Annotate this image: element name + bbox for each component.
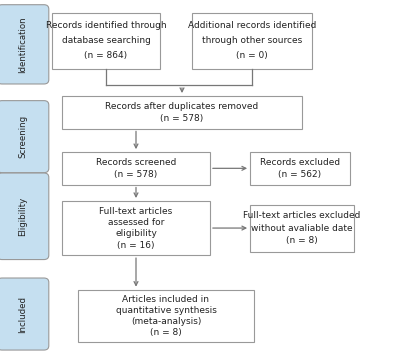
Text: database searching: database searching [62,36,150,45]
FancyBboxPatch shape [62,152,210,185]
Text: without avaliable date: without avaliable date [251,224,353,232]
Text: Full-text articles excluded: Full-text articles excluded [243,211,361,220]
FancyBboxPatch shape [250,152,350,185]
Text: Full-text articles: Full-text articles [99,207,173,216]
Text: assessed for: assessed for [108,218,164,227]
Text: (n = 0): (n = 0) [236,51,268,60]
FancyBboxPatch shape [0,5,49,84]
Text: (n = 578): (n = 578) [114,170,158,179]
Text: Records identified through: Records identified through [46,21,166,30]
Text: Included: Included [18,296,28,333]
FancyBboxPatch shape [78,290,254,342]
Text: (n = 864): (n = 864) [84,51,128,60]
Text: Records excluded: Records excluded [260,158,340,167]
FancyBboxPatch shape [0,101,49,173]
FancyBboxPatch shape [250,205,354,252]
Text: (n = 578): (n = 578) [160,114,204,123]
FancyBboxPatch shape [52,13,160,69]
FancyBboxPatch shape [62,96,302,129]
Text: (n = 16): (n = 16) [117,240,155,249]
Text: Records after duplicates removed: Records after duplicates removed [105,102,259,111]
Text: eligibility: eligibility [115,229,157,238]
Text: (n = 8): (n = 8) [150,328,182,337]
Text: through other sources: through other sources [202,36,302,45]
Text: Articles included in: Articles included in [122,295,210,304]
FancyBboxPatch shape [0,278,49,350]
Text: quantitative synthesis: quantitative synthesis [116,306,216,315]
Text: Identification: Identification [18,16,28,73]
Text: (n = 562): (n = 562) [278,170,322,179]
FancyBboxPatch shape [192,13,312,69]
Text: Records screened: Records screened [96,158,176,167]
Text: Eligibility: Eligibility [18,197,28,236]
FancyBboxPatch shape [0,173,49,260]
Text: (n = 8): (n = 8) [286,236,318,245]
Text: (meta-analysis): (meta-analysis) [131,317,201,326]
Text: Screening: Screening [18,115,28,159]
Text: Additional records identified: Additional records identified [188,21,316,30]
FancyBboxPatch shape [62,201,210,255]
